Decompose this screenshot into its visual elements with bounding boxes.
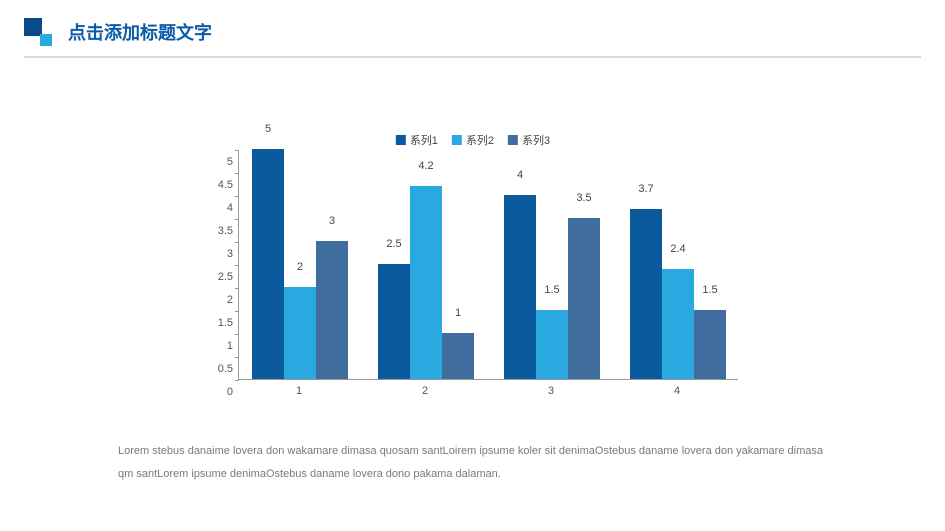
- bar: [662, 269, 694, 379]
- legend-label: 系列2: [466, 132, 494, 148]
- slide-header: 点击添加标题文字: [0, 0, 945, 56]
- bar-value-label: 2.4: [670, 243, 685, 255]
- legend-label: 系列1: [410, 132, 438, 148]
- bar: [316, 241, 348, 379]
- bar-value-label: 1: [455, 307, 461, 319]
- legend-swatch-icon: [452, 135, 462, 145]
- bar-value-label: 2: [297, 261, 303, 273]
- bar-value-label: 3: [329, 215, 335, 227]
- header-divider: [24, 56, 921, 58]
- bar-value-label: 5: [265, 123, 271, 135]
- bar: [504, 195, 536, 379]
- bar-value-label: 4: [517, 169, 523, 181]
- y-axis-tick: 1.5: [203, 317, 233, 329]
- bar-chart: 系列1系列2系列3 5232.54.2141.53.53.72.41.5 00.…: [208, 130, 738, 410]
- bar: [284, 287, 316, 379]
- x-axis-tick: 1: [296, 385, 302, 397]
- legend-label: 系列3: [522, 132, 550, 148]
- bar: [536, 310, 568, 379]
- x-axis-tick: 2: [422, 385, 428, 397]
- bar-value-label: 3.5: [576, 192, 591, 204]
- legend-item: 系列2: [452, 132, 494, 148]
- y-axis-tick: 1: [203, 340, 233, 352]
- bar: [378, 264, 410, 379]
- y-axis-tick: 0.5: [203, 363, 233, 375]
- bar: [252, 149, 284, 379]
- footer-caption: Lorem stebus danaime lovera don wakamare…: [118, 440, 838, 486]
- bar-value-label: 1.5: [544, 284, 559, 296]
- bar-value-label: 4.2: [418, 160, 433, 172]
- x-axis-tick: 4: [674, 385, 680, 397]
- bar: [694, 310, 726, 379]
- bar: [410, 186, 442, 379]
- y-axis-tick: 2: [203, 294, 233, 306]
- y-axis-tick: 5: [203, 156, 233, 168]
- legend-swatch-icon: [508, 135, 518, 145]
- y-axis-tick: 4.5: [203, 179, 233, 191]
- bar-value-label: 1.5: [702, 284, 717, 296]
- legend-item: 系列1: [396, 132, 438, 148]
- legend-item: 系列3: [508, 132, 550, 148]
- logo-icon: [24, 18, 52, 46]
- y-axis-tick: 2.5: [203, 271, 233, 283]
- y-axis-tick: 3: [203, 248, 233, 260]
- y-axis-tick: 3.5: [203, 225, 233, 237]
- bar: [630, 209, 662, 379]
- x-axis-tick: 3: [548, 385, 554, 397]
- chart-plot-area: 5232.54.2141.53.53.72.41.5: [238, 150, 738, 380]
- slide-title: 点击添加标题文字: [68, 19, 212, 45]
- bar-value-label: 3.7: [638, 183, 653, 195]
- chart-legend: 系列1 系列2 系列3: [396, 132, 550, 148]
- bar-value-label: 2.5: [386, 238, 401, 250]
- bar: [442, 333, 474, 379]
- y-axis-tick: 4: [203, 202, 233, 214]
- legend-swatch-icon: [396, 135, 406, 145]
- y-axis-tick: 0: [203, 386, 233, 398]
- bar: [568, 218, 600, 379]
